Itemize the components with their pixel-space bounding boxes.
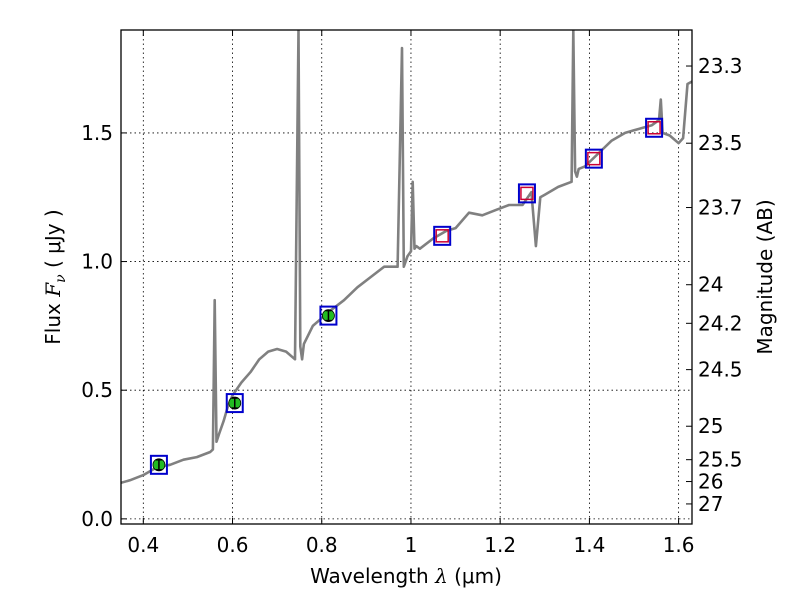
y-tick-label: 1.5 bbox=[81, 121, 113, 145]
x-tick-label: 1 bbox=[405, 533, 418, 557]
model-marker bbox=[520, 186, 534, 201]
model-photometry-point bbox=[517, 183, 536, 204]
photometry-square bbox=[433, 225, 452, 246]
y-axis-title: Flux Fν ( μJy ) bbox=[41, 209, 69, 344]
x-tick-label: 0.4 bbox=[127, 533, 159, 557]
right-tick-label: 23.5 bbox=[698, 131, 743, 155]
x-tick-label: 1.2 bbox=[484, 533, 516, 557]
right-tick-label: 24.2 bbox=[698, 311, 743, 335]
photometry-square bbox=[517, 183, 536, 204]
model-marker bbox=[435, 229, 449, 243]
right-tick-label: 25.5 bbox=[698, 448, 743, 472]
photometry-square bbox=[645, 117, 664, 138]
y-tick-label: 0.0 bbox=[81, 507, 113, 531]
model-marker bbox=[647, 121, 661, 135]
observed-photometry-point bbox=[225, 393, 244, 414]
right-tick-label: 23.3 bbox=[698, 54, 743, 78]
x-tick-label: 1.4 bbox=[573, 533, 605, 557]
x-tick-label: 0.8 bbox=[306, 533, 338, 557]
photometry-layer bbox=[149, 117, 664, 475]
photometry-square bbox=[225, 393, 244, 414]
x-tick-label: 1.6 bbox=[663, 533, 695, 557]
photometry-square bbox=[584, 148, 603, 169]
right-tick-label: 26 bbox=[698, 470, 723, 494]
grid bbox=[121, 30, 692, 524]
x-tick-label: 0.6 bbox=[217, 533, 249, 557]
y-tick-label: 0.5 bbox=[81, 378, 113, 402]
spectrum-line bbox=[121, 30, 692, 485]
y-tick-label: 1.0 bbox=[81, 250, 113, 274]
model-photometry-point bbox=[584, 148, 603, 169]
axis-ticks: 0.4 0.6 0.8 1 1.2 1.4 1.6 0.0 0.5 1.0 1.5 23.3 23.5 2… bbox=[81, 30, 743, 557]
right-tick-label: 27 bbox=[698, 492, 723, 516]
plot-frame bbox=[120, 29, 693, 525]
right-tick-label: 24 bbox=[698, 273, 723, 297]
spectrum-layer bbox=[121, 30, 692, 485]
model-photometry-point bbox=[433, 225, 452, 246]
right-tick-label: 23.7 bbox=[698, 196, 743, 220]
model-photometry-point bbox=[645, 117, 664, 138]
right-tick-label: 25 bbox=[698, 414, 723, 438]
observed-photometry-point bbox=[319, 305, 338, 326]
photometry-square bbox=[319, 305, 338, 326]
observed-photometry-point bbox=[149, 454, 168, 475]
right-axis-title: Magnitude (AB) bbox=[753, 199, 777, 354]
x-axis-title: Wavelength λ (μm) bbox=[310, 564, 502, 588]
photometry-square bbox=[149, 454, 168, 475]
right-tick-label: 24.5 bbox=[698, 358, 743, 382]
model-marker bbox=[587, 151, 601, 166]
